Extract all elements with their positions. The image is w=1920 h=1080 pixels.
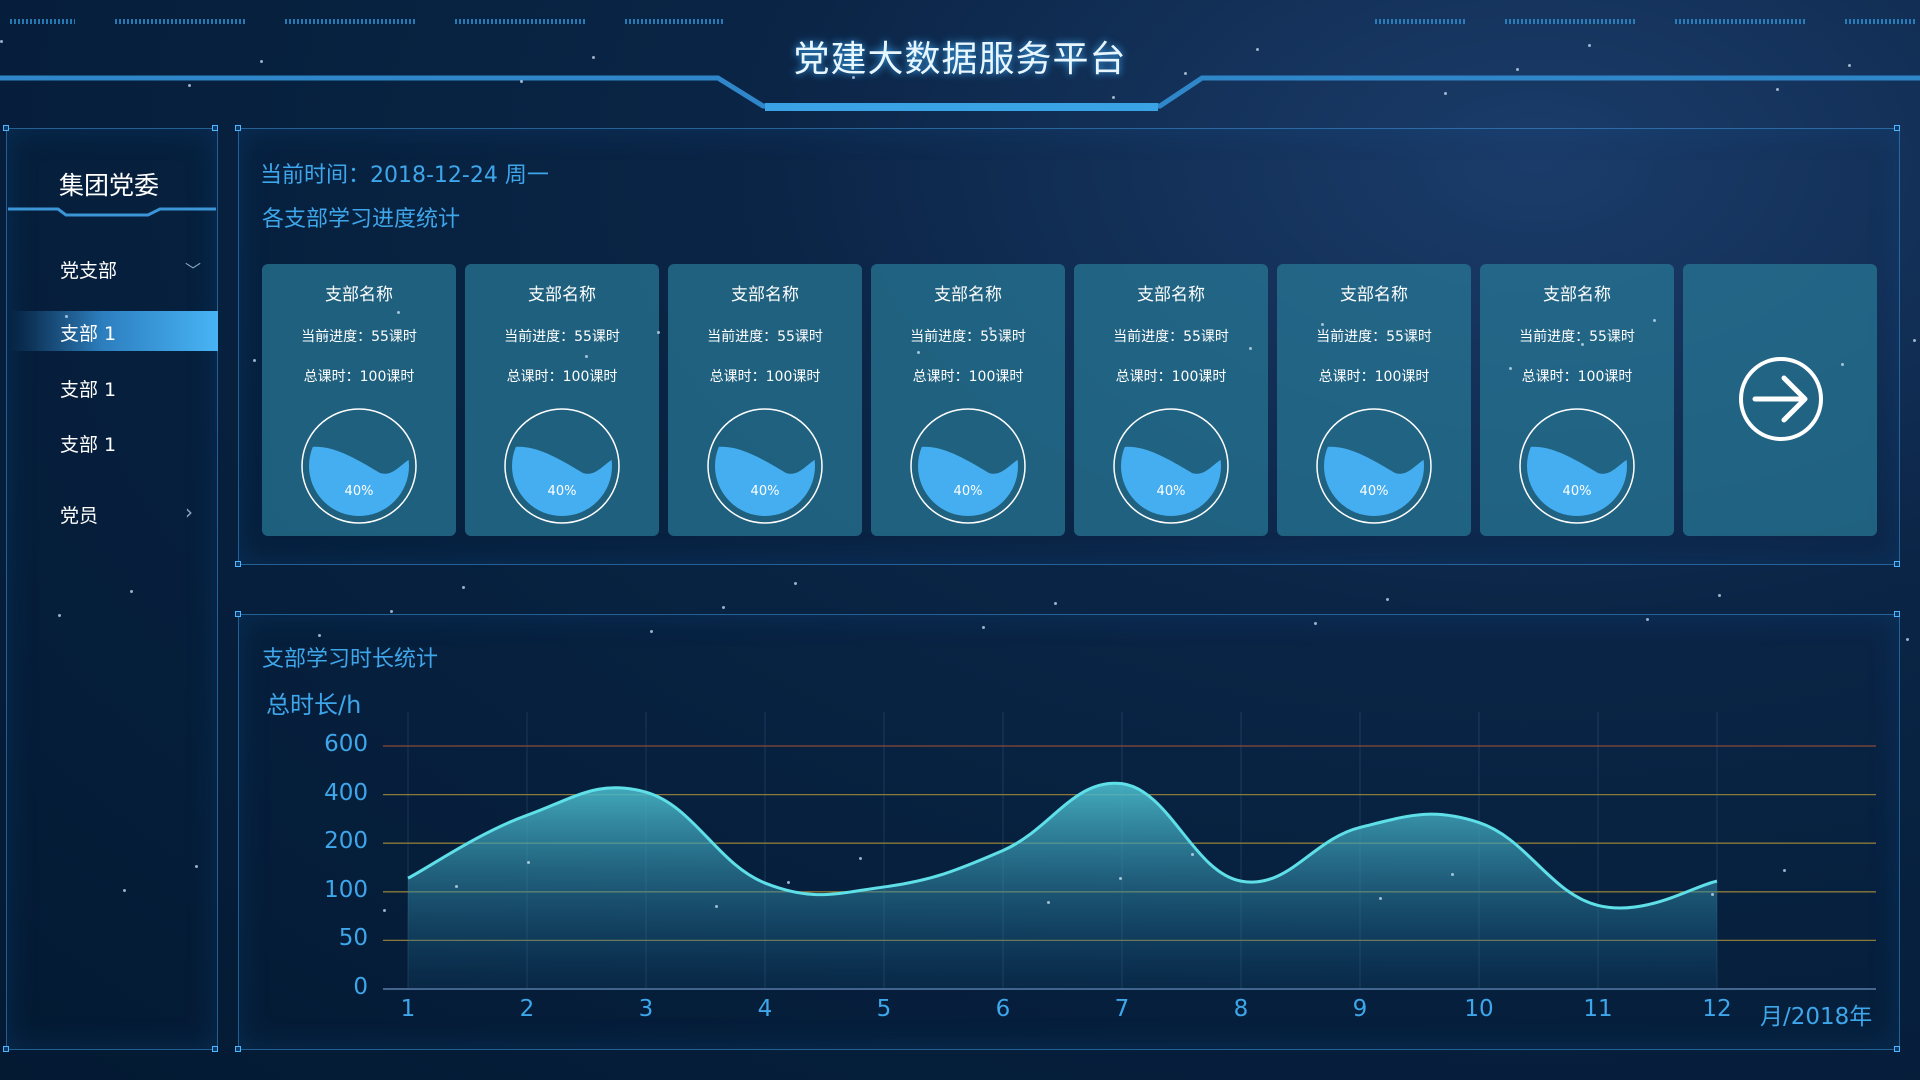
progress-panel <box>238 128 1900 565</box>
total-hours: 总课时：100课时 <box>1318 369 1430 385</box>
page-title: 党建大数据服务平台 <box>793 39 1127 80</box>
x-tick-label: 4 <box>757 996 773 1022</box>
y-tick-label: 600 <box>324 731 368 757</box>
gauge-percent: 40% <box>1360 484 1389 499</box>
sidebar-item-party-branch[interactable]: 党支部 <box>60 256 117 283</box>
branch-name: 支部名称 <box>528 285 596 305</box>
chevron-right-icon[interactable]: › <box>185 500 193 524</box>
progress-gauge: 40% <box>910 408 1026 524</box>
menu-label: 支部 1 <box>60 323 117 345</box>
current-progress: 当前进度：55课时 <box>707 329 823 345</box>
x-tick-label: 5 <box>876 996 892 1022</box>
y-tick-label: 200 <box>324 828 368 855</box>
branch-name: 支部名称 <box>1340 285 1408 305</box>
current-progress: 当前进度：55课时 <box>1316 329 1432 345</box>
branch-card[interactable]: 支部名称 当前进度：55课时 总课时：100课时 40% <box>668 264 862 536</box>
x-tick-label: 6 <box>995 996 1011 1022</box>
gauge-fill <box>1324 446 1424 516</box>
x-tick-label: 3 <box>638 996 654 1022</box>
total-hours: 总课时：100课时 <box>1115 369 1227 385</box>
gauge-fill <box>918 446 1018 516</box>
sidebar-item-branch-3[interactable]: 支部 1 <box>60 430 116 457</box>
branch-card[interactable]: 支部名称 当前进度：55课时 总课时：100课时 40% <box>1277 264 1471 536</box>
area-fill <box>408 783 1717 989</box>
next-card[interactable] <box>1683 264 1877 536</box>
chevron-down-icon[interactable]: ﹀ <box>185 261 202 280</box>
branch-card[interactable]: 支部名称 当前进度：55课时 总课时：100课时 40% <box>871 264 1065 536</box>
y-tick-label: 50 <box>338 925 368 952</box>
y-axis-label: 总时长/h <box>266 691 362 719</box>
y-tick-label: 400 <box>324 779 368 806</box>
total-hours: 总课时：100课时 <box>1521 369 1633 385</box>
current-progress: 当前进度：55课时 <box>504 329 620 345</box>
header-frame <box>0 75 1920 111</box>
x-tick-label: 11 <box>1583 996 1613 1022</box>
gauge-percent: 40% <box>345 484 374 499</box>
current-progress: 当前进度：55课时 <box>301 329 417 345</box>
chart-panel <box>238 614 1900 1050</box>
total-hours: 总课时：100课时 <box>303 369 415 385</box>
x-tick-label: 1 <box>400 996 416 1022</box>
branch-name: 支部名称 <box>1543 285 1611 305</box>
gauge-fill <box>512 446 612 516</box>
gauge-percent: 40% <box>1157 484 1186 499</box>
current-progress: 当前进度：55课时 <box>910 329 1026 345</box>
branch-card[interactable]: 支部名称 当前进度：55课时 总课时：100课时 40% <box>1074 264 1268 536</box>
menu-label: 支部 1 <box>60 434 117 456</box>
current-time: 当前时间：2018-12-24 周一 <box>260 163 549 188</box>
branch-name: 支部名称 <box>1137 285 1205 305</box>
gauge-fill <box>715 446 815 516</box>
branch-card[interactable]: 支部名称 当前进度：55课时 总课时：100课时 40% <box>465 264 659 536</box>
series-line <box>407 781 1718 910</box>
gauge-percent: 40% <box>548 484 577 499</box>
menu-label: 党支部 <box>60 260 118 282</box>
total-hours: 总课时：100课时 <box>709 369 821 385</box>
sidebar-item-branch-2[interactable]: 支部 1 <box>60 375 116 402</box>
current-progress: 当前进度：55课时 <box>1519 329 1635 345</box>
branch-name: 支部名称 <box>325 285 393 305</box>
gauge-fill <box>309 446 409 516</box>
gauge-fill <box>1121 446 1221 516</box>
progress-gauge: 40% <box>707 408 823 524</box>
sidebar-item-members[interactable]: 党员 <box>60 501 98 528</box>
y-tick-label: 0 <box>353 974 368 1000</box>
menu-label: 支部 1 <box>60 379 117 401</box>
x-tick-label: 12 <box>1702 996 1732 1022</box>
total-hours: 总课时：100课时 <box>912 369 1024 385</box>
branch-name: 支部名称 <box>731 285 799 305</box>
gauge-percent: 40% <box>954 484 983 499</box>
sidebar-item-branch-1-active[interactable] <box>10 311 218 351</box>
sidebar-item-branch-1[interactable]: 支部 1 <box>60 319 116 346</box>
menu-label: 党员 <box>60 505 99 527</box>
branch-name: 支部名称 <box>934 285 1002 305</box>
x-tick-label: 8 <box>1233 996 1249 1022</box>
branch-card[interactable]: 支部名称 当前进度：55课时 总课时：100课时 40% <box>1480 264 1674 536</box>
y-tick-label: 100 <box>324 876 368 903</box>
x-tick-label: 2 <box>519 996 535 1022</box>
progress-gauge: 40% <box>1316 408 1432 524</box>
x-tick-label: 7 <box>1114 996 1130 1022</box>
gauge-fill <box>1527 446 1627 516</box>
x-tick-label: 9 <box>1352 996 1368 1022</box>
x-axis-label: 月/2018年 <box>1760 1004 1873 1030</box>
progress-gauge: 40% <box>1113 408 1229 524</box>
branch-card[interactable]: 支部名称 当前进度：55课时 总课时：100课时 40% <box>262 264 456 536</box>
section-title: 各支部学习进度统计 <box>262 207 461 232</box>
progress-gauge: 40% <box>1519 408 1635 524</box>
chart-title: 支部学习时长统计 <box>262 647 439 672</box>
title-underline <box>8 207 216 217</box>
progress-gauge: 40% <box>301 408 417 524</box>
sidebar <box>6 128 218 1050</box>
total-hours: 总课时：100课时 <box>506 369 618 385</box>
sidebar-title: 集团党委 <box>58 171 159 200</box>
x-tick-label: 10 <box>1464 996 1494 1022</box>
current-progress: 当前进度：55课时 <box>1113 329 1229 345</box>
progress-gauge: 40% <box>504 408 620 524</box>
arrow-right-circle-icon[interactable] <box>1738 356 1824 442</box>
gauge-percent: 40% <box>751 484 780 499</box>
gauge-percent: 40% <box>1563 484 1592 499</box>
